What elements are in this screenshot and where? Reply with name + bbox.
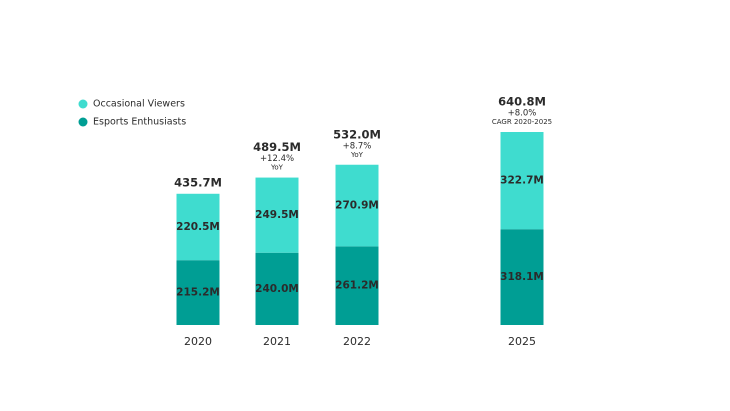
x-tick-label: 2022 [343,335,371,348]
growth-label: +12.4% [260,154,294,164]
value-label: 318.1M [500,271,544,283]
growth-label: +8.0% [508,109,537,119]
legend-label: Occasional Viewers [93,99,185,110]
legend-label: Esports Enthusiasts [93,117,186,128]
bar-segment [176,260,220,325]
bar-segment [335,164,379,247]
growth-label: +8.7% [343,141,372,151]
x-tick-label: 2025 [508,335,536,348]
total-label: 435.7M [174,175,222,189]
bar-segment [500,229,544,325]
value-label: 249.5M [255,209,299,221]
total-label: 532.0M [333,127,381,141]
value-label: 240.0M [255,283,299,295]
x-tick-label: 2021 [263,335,291,348]
value-label: 270.9M [335,200,379,212]
value-label: 220.5M [176,221,220,233]
bar-segment [255,252,299,325]
value-label: 215.2M [176,287,220,299]
bar-segment [255,177,299,253]
bar-segment [335,246,379,325]
value-label: 261.2M [335,280,379,292]
bar-segment [500,132,544,230]
bar-segment [176,193,220,261]
total-label: 489.5M [253,140,301,154]
growth-basis: CAGR 2020-2025 [492,118,552,126]
legend-swatch [78,117,88,127]
value-label: 322.7M [500,175,544,187]
legend-swatch [78,99,88,109]
total-label: 640.8M [498,95,546,109]
x-tick-label: 2020 [184,335,212,348]
growth-basis: YoY [350,151,364,159]
growth-basis: YoY [270,164,284,172]
